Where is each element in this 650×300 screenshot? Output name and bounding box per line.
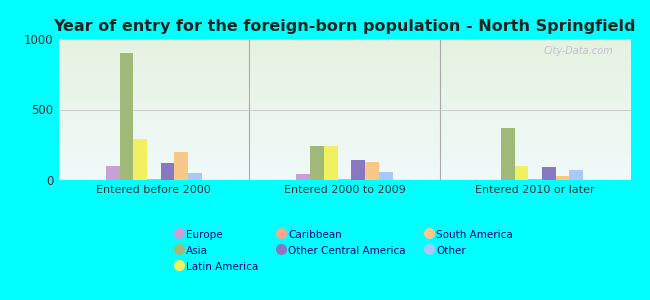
Bar	[528, 179, 542, 180]
Bar	[379, 172, 393, 180]
Bar	[106, 166, 120, 180]
Bar	[515, 166, 528, 180]
Bar	[556, 176, 569, 180]
Bar	[120, 53, 133, 180]
Bar	[365, 162, 379, 180]
Bar	[133, 139, 147, 180]
Title: Year of entry for the foreign-born population - North Springfield: Year of entry for the foreign-born popul…	[53, 19, 636, 34]
Bar	[174, 152, 188, 180]
Bar	[337, 179, 352, 180]
Bar	[147, 179, 161, 180]
Bar	[501, 128, 515, 180]
Text: City-Data.com: City-Data.com	[543, 46, 614, 56]
Bar	[161, 163, 174, 180]
Legend: Europe, Asia, Latin America, Caribbean, Other Central America, South America, Ot: Europe, Asia, Latin America, Caribbean, …	[172, 225, 517, 276]
Bar	[296, 174, 310, 180]
Bar	[324, 146, 337, 180]
Bar	[352, 160, 365, 180]
Bar	[542, 167, 556, 180]
Bar	[188, 173, 202, 180]
Bar	[310, 146, 324, 180]
Bar	[569, 170, 583, 180]
